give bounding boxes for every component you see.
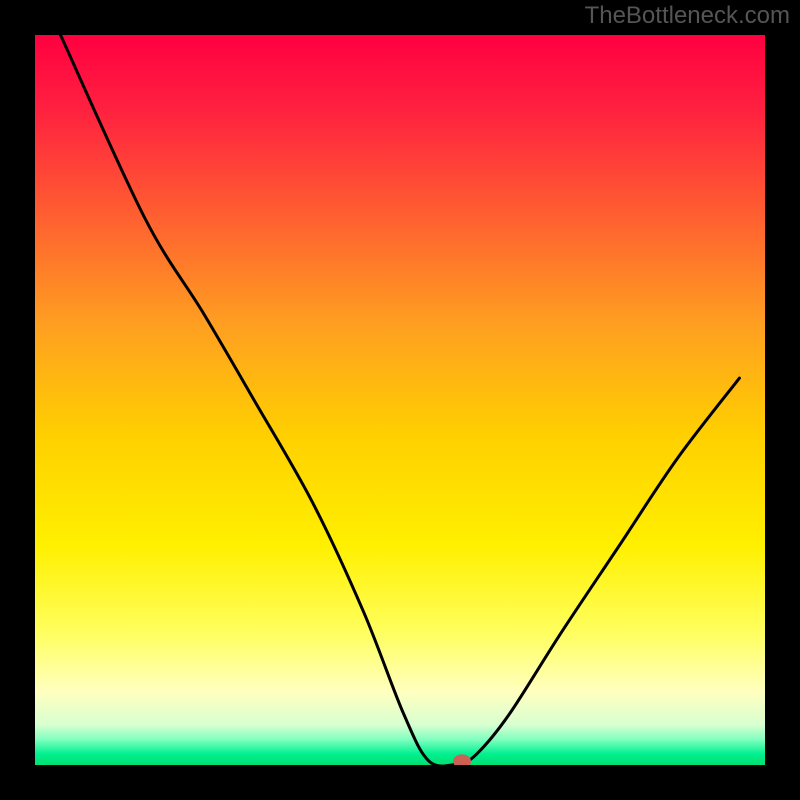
chart-stage: TheBottleneck.com	[0, 0, 800, 800]
attribution-label: TheBottleneck.com	[585, 2, 790, 30]
bottleneck-chart	[0, 0, 800, 800]
plot-gradient-background	[35, 35, 765, 765]
